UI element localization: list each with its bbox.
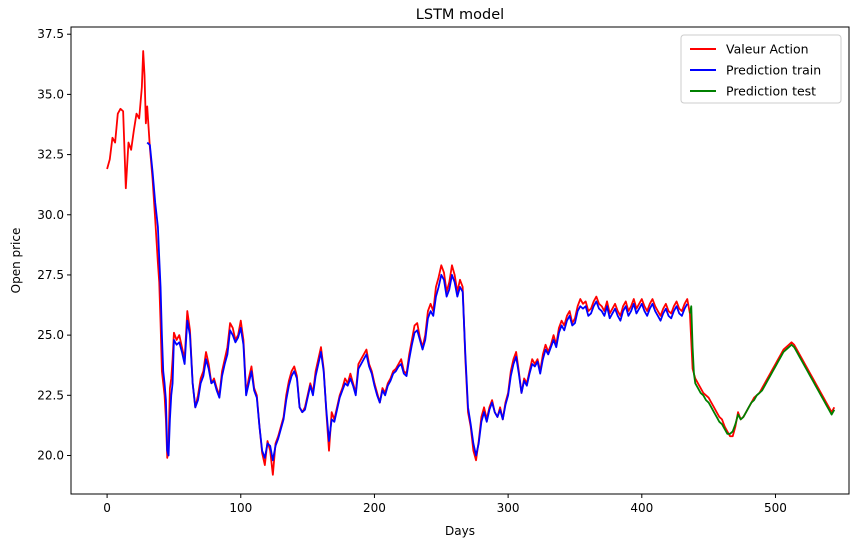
legend-box [680, 34, 842, 104]
legend: Valeur Action Prediction train Prediction … [680, 34, 842, 104]
legend-label-valeur-action: Valeur Action [726, 42, 809, 57]
series-line-prediction-train [146, 141, 689, 462]
y-tick-label: 22.5 [37, 388, 64, 402]
y-tick-label: 27.5 [37, 268, 64, 282]
series-layer [106, 50, 836, 476]
y-tick-label: 30.0 [37, 208, 64, 222]
x-axis-label: Days [445, 524, 475, 538]
y-tick-label: 37.5 [37, 27, 64, 41]
axes-frame [70, 26, 850, 495]
x-tick-label: 100 [229, 501, 252, 515]
legend-label-prediction-test: Prediction test [726, 84, 816, 99]
y-tick-label: 35.0 [37, 87, 64, 101]
y-tick-label: 25.0 [37, 328, 64, 342]
y-tick-label: 32.5 [37, 148, 64, 162]
x-axis-ticks: 0 100 200 300 400 500 [103, 494, 787, 515]
series-line-prediction-test [689, 305, 836, 435]
x-tick-label: 300 [497, 501, 520, 515]
chart-title: LSTM model [416, 7, 504, 23]
x-tick-label: 0 [103, 501, 111, 515]
y-axis-ticks: 20.0 22.5 25.0 27.5 30.0 32.5 35.0 37.5 [37, 27, 71, 462]
x-tick-label: 500 [764, 501, 787, 515]
y-axis-label: Open price [9, 228, 23, 294]
legend-label-prediction-train: Prediction train [726, 63, 821, 78]
y-tick-label: 20.0 [37, 448, 64, 462]
x-tick-label: 400 [630, 501, 653, 515]
x-tick-label: 200 [363, 501, 386, 515]
